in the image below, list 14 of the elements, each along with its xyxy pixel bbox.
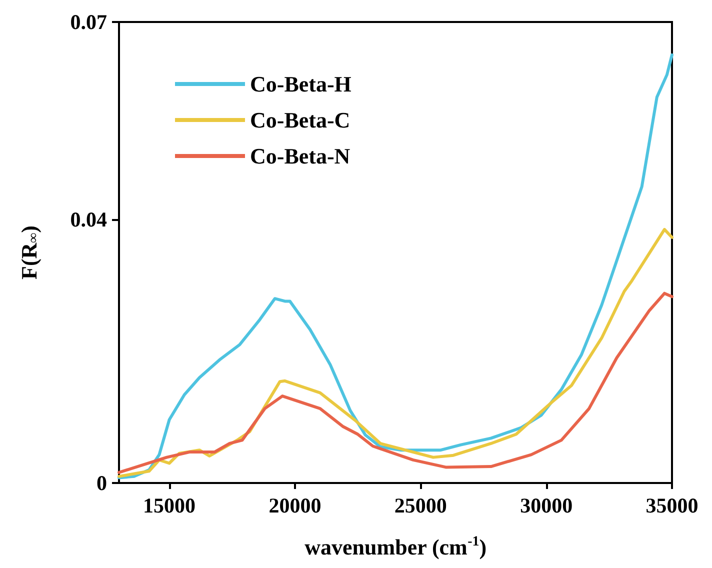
x-tick-label: 35000 bbox=[646, 494, 698, 518]
line-series bbox=[118, 292, 674, 474]
y-axis-title: F(R∞) bbox=[16, 226, 42, 280]
y-tick-label: 0.07 bbox=[70, 10, 107, 34]
x-tick-label: 15000 bbox=[143, 494, 196, 518]
x-tick-label: 25000 bbox=[394, 494, 447, 518]
legend-label: Co-Beta-N bbox=[250, 144, 350, 168]
legend-label: Co-Beta-H bbox=[250, 72, 352, 96]
line-series bbox=[118, 53, 674, 480]
legend-label: Co-Beta-C bbox=[250, 108, 350, 132]
y-tick-label: 0.04 bbox=[70, 208, 108, 232]
y-tick-label: 0 bbox=[96, 471, 107, 495]
x-tick-label: 20000 bbox=[268, 494, 322, 518]
x-tick-label: 30000 bbox=[520, 494, 573, 518]
